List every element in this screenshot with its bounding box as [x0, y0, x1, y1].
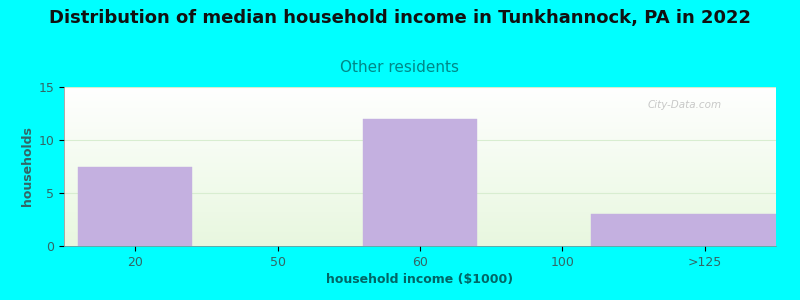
Text: Distribution of median household income in Tunkhannock, PA in 2022: Distribution of median household income … — [49, 9, 751, 27]
X-axis label: household income ($1000): household income ($1000) — [326, 273, 514, 286]
Bar — [78, 167, 192, 246]
Text: Other residents: Other residents — [341, 60, 459, 75]
Y-axis label: households: households — [22, 127, 34, 206]
Bar — [591, 214, 800, 246]
Text: City-Data.com: City-Data.com — [648, 100, 722, 110]
Bar — [363, 119, 477, 246]
